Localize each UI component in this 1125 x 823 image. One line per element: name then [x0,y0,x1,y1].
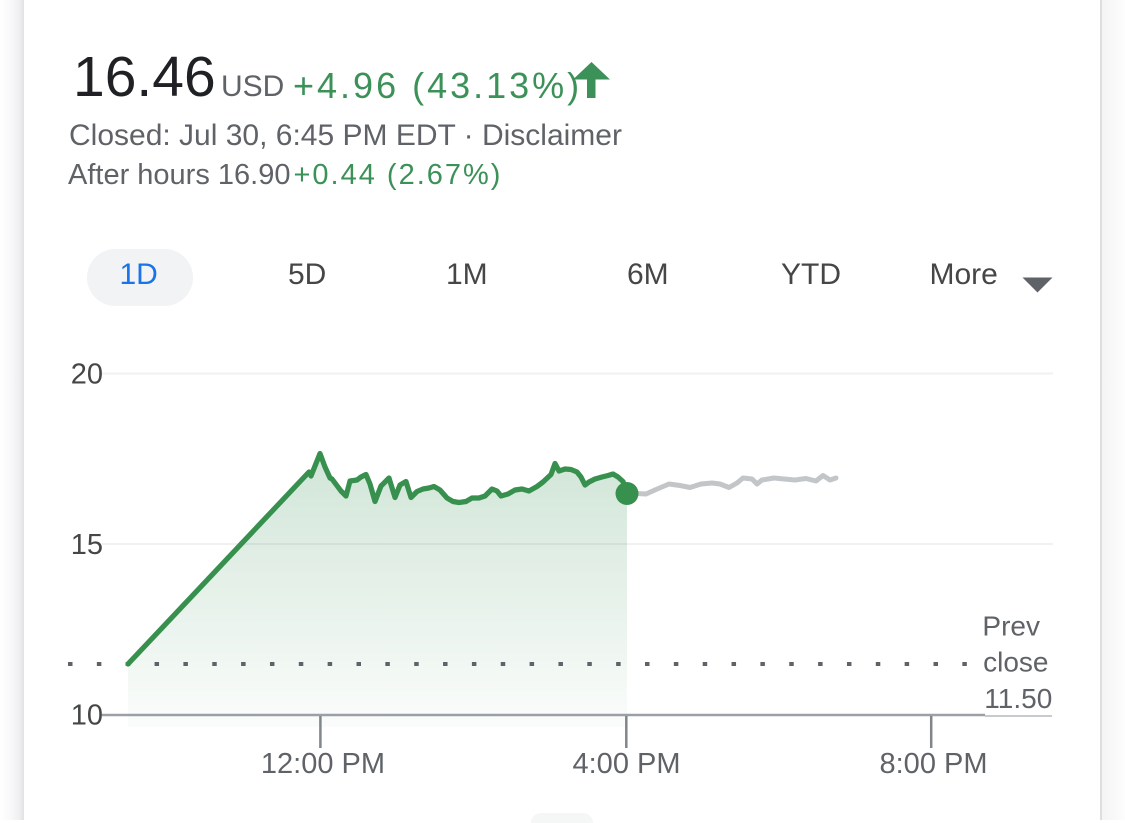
svg-text:20: 20 [71,358,103,390]
svg-text:10: 10 [71,699,103,731]
svg-text:15: 15 [71,529,103,561]
svg-text:close: close [983,647,1048,678]
svg-text:8:00 PM: 8:00 PM [880,748,988,780]
svg-text:11.50: 11.50 [984,683,1052,714]
svg-text:Prev: Prev [982,610,1040,641]
svg-text:12:00 PM: 12:00 PM [261,748,385,780]
svg-text:4:00 PM: 4:00 PM [573,748,681,780]
